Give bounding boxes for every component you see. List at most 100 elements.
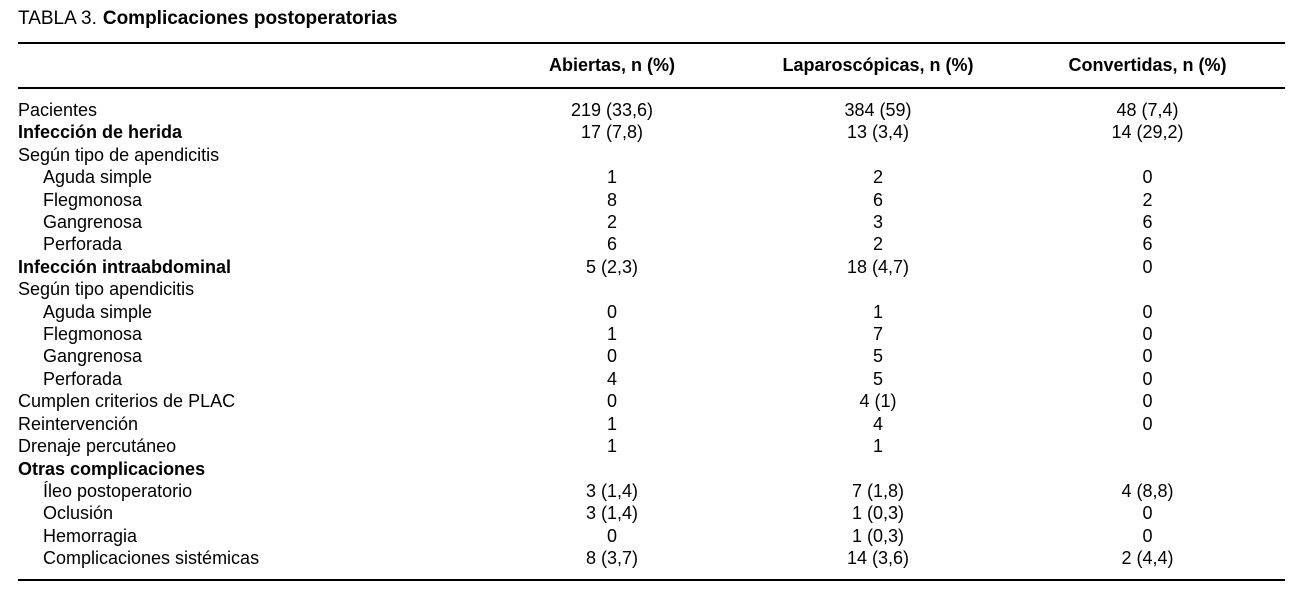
row-value: 0	[1142, 324, 1153, 345]
table-row: Según tipo apendicitis	[18, 278, 1285, 300]
row-value: 0	[606, 301, 617, 322]
row-value: 2	[872, 167, 883, 188]
row-label: Flegmonosa	[43, 189, 143, 210]
row-value: 1 (0,3)	[851, 503, 905, 524]
row-label: Íleo postoperatorio	[43, 480, 193, 501]
row-label: Perforada	[43, 368, 123, 389]
row-label: Drenaje percutáneo	[18, 436, 177, 457]
row-value: 0	[1142, 391, 1153, 412]
row-value: 5	[872, 368, 883, 389]
row-value: 7 (1,8)	[851, 480, 905, 501]
row-value: 0	[1142, 167, 1153, 188]
header-row: Abiertas, n (%) Laparoscópicas, n (%) Co…	[18, 43, 1285, 89]
row-value: 0	[1142, 301, 1153, 322]
row-value: 6	[1142, 212, 1153, 233]
table-row: Flegmonosa 8 6 2	[18, 189, 1285, 211]
table-caption: Complicaciones postoperatorias	[102, 8, 398, 29]
table-row: Complicaciones sistémicas 8 (3,7) 14 (3,6)…	[18, 547, 1285, 579]
row-value: 7	[872, 324, 883, 345]
table-row: Íleo postoperatorio 3 (1,4) 7 (1,8) 4 (8,8)	[18, 480, 1285, 502]
header-empty-cell	[18, 43, 478, 89]
row-value: 0	[1142, 368, 1153, 389]
row-value: 18 (4,7)	[846, 256, 910, 277]
row-value	[478, 278, 746, 300]
row-value: 6	[606, 234, 617, 255]
row-label: Cumplen criterios de PLAC	[18, 391, 236, 412]
row-value: 0	[1142, 525, 1153, 546]
row-value: 4	[606, 368, 617, 389]
row-value	[1010, 458, 1285, 480]
table-row: Flegmonosa 1 7 0	[18, 323, 1285, 345]
table-number: TABLA 3.	[18, 8, 97, 29]
row-label: Flegmonosa	[43, 324, 143, 345]
row-value: 8	[606, 189, 617, 210]
row-value: 1	[872, 301, 883, 322]
row-value: 384 (59)	[844, 100, 912, 120]
row-value: 4	[872, 413, 883, 434]
row-value	[746, 458, 1010, 480]
row-value: 4 (1)	[859, 391, 897, 412]
row-value: 0	[1142, 256, 1153, 277]
row-value: 48 (7,4)	[1116, 100, 1179, 120]
row-label: Gangrenosa	[43, 212, 143, 233]
row-value: 1	[606, 436, 617, 457]
row-value: 0	[1142, 346, 1153, 367]
table-row: Perforada 6 2 6	[18, 233, 1285, 255]
table-row: Infección de herida 17 (7,8) 13 (3,4) 14 (2…	[18, 121, 1285, 143]
row-value: 0	[1142, 413, 1153, 434]
row-value	[746, 278, 1010, 300]
table-title: TABLA 3. Complicaciones postoperatorias	[18, 8, 397, 30]
row-value: 0	[606, 525, 617, 546]
row-value	[478, 144, 746, 166]
row-value: 6	[1142, 234, 1153, 255]
table-row: Aguda simple 1 2 0	[18, 166, 1285, 188]
table-row: Gangrenosa 0 5 0	[18, 345, 1285, 367]
row-value: 4 (8,8)	[1121, 480, 1174, 501]
header-convertidas: Convertidas, n (%)	[1010, 43, 1285, 89]
table-row: Infección intraabdominal 5 (2,3) 18 (4,7) 0	[18, 256, 1285, 278]
table-row: Oclusión 3 (1,4) 1 (0,3) 0	[18, 502, 1285, 524]
row-label: Aguda simple	[43, 301, 153, 322]
row-value: 14 (29,2)	[1111, 122, 1184, 143]
row-value	[478, 458, 746, 480]
row-value	[1010, 144, 1285, 166]
row-label: Según tipo de apendicitis	[18, 144, 220, 165]
row-value: 0	[606, 346, 617, 367]
row-label: Oclusión	[43, 503, 114, 524]
row-value: 3 (1,4)	[585, 503, 639, 524]
row-value: 3 (1,4)	[585, 480, 639, 501]
row-value: 3	[872, 212, 883, 233]
row-value: 5 (2,3)	[585, 256, 639, 277]
table-row: Reintervención 1 4 0	[18, 413, 1285, 435]
table-row: Cumplen criterios de PLAC 0 4 (1) 0	[18, 390, 1285, 412]
row-value: 1	[606, 167, 617, 188]
row-label: Reintervención	[18, 413, 139, 434]
row-value	[746, 144, 1010, 166]
table-row: Perforada 4 5 0	[18, 368, 1285, 390]
row-value: 13 (3,4)	[846, 122, 910, 143]
row-label: Complicaciones sistémicas	[43, 548, 260, 569]
table-row: Drenaje percutáneo 1 1	[18, 435, 1285, 457]
row-value: 0	[1142, 503, 1153, 524]
row-value: 2 (4,4)	[1121, 548, 1174, 569]
row-value: 1	[606, 324, 617, 345]
row-label: Perforada	[43, 234, 123, 255]
table-row: Otras complicaciones	[18, 458, 1285, 480]
row-label: Hemorragia	[43, 525, 138, 546]
row-value: 14 (3,6)	[846, 548, 910, 569]
row-value: 2	[872, 234, 883, 255]
row-label: Pacientes	[18, 100, 98, 120]
table-row: Gangrenosa 2 3 6	[18, 211, 1285, 233]
row-label: Gangrenosa	[43, 346, 143, 367]
row-label: Según tipo apendicitis	[18, 279, 195, 300]
row-value: 2	[1142, 189, 1153, 210]
row-label: Aguda simple	[43, 167, 153, 188]
row-value: 0	[606, 391, 617, 412]
row-label: Infección de herida	[18, 122, 183, 143]
row-label: Otras complicaciones	[18, 458, 206, 479]
header-abiertas: Abiertas, n (%)	[478, 43, 746, 89]
row-value: 17 (7,8)	[580, 122, 644, 143]
row-label: Infección intraabdominal	[18, 256, 232, 277]
row-value	[1010, 278, 1285, 300]
